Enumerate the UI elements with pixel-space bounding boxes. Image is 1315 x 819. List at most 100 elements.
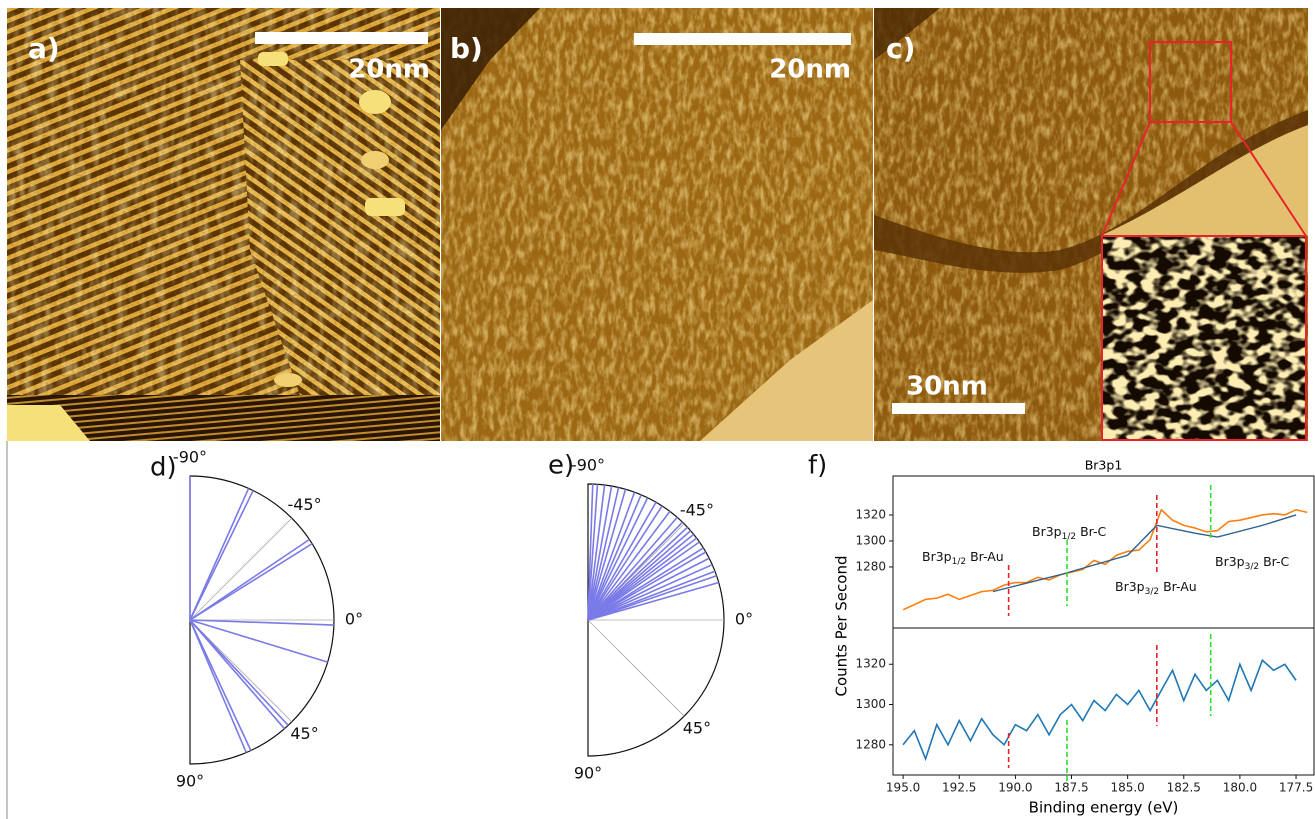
orientation-line: [587, 521, 684, 621]
label-part: Br-C: [1080, 524, 1106, 539]
scale-bar: [892, 403, 1025, 414]
orientation-line: [587, 497, 649, 621]
orientation-line: [189, 619, 334, 626]
peak-label: Br3p1/2 Br-Au: [922, 549, 1004, 567]
panel-label: a): [28, 32, 60, 65]
theta-tick-label: 0°: [735, 610, 753, 629]
y-axis-label: Counts Per Second: [833, 555, 851, 696]
orientation-line: [189, 543, 313, 621]
x-tick-label: 187.5: [1054, 781, 1088, 795]
orientation-line: [189, 490, 254, 621]
light-terrace: [700, 300, 873, 441]
orientation-line: [189, 619, 289, 726]
orientation-line: [587, 551, 707, 621]
label-subscript: 1/2: [952, 557, 966, 567]
theta-tick-label: -45°: [287, 495, 321, 514]
zoom-line: [1101, 121, 1151, 237]
peak-label: Br3p3/2 Br-Au: [1115, 579, 1197, 597]
y-tick-label: 1300: [855, 697, 886, 711]
orientation-line: [189, 619, 252, 751]
stm-image-b: b) 20nm: [441, 8, 873, 441]
scale-bar: [634, 33, 851, 45]
orientation-line: [587, 484, 606, 621]
x-tick-label: 192.5: [942, 781, 976, 795]
theta-tick-label: 45°: [290, 724, 318, 743]
label-part: Br3p: [1215, 554, 1245, 569]
orientation-line: [587, 489, 627, 621]
chart-title: Br3p1: [1085, 458, 1123, 473]
spectrum-line: [902, 658, 1297, 762]
grid-line: [189, 619, 293, 723]
orientation-line: [587, 563, 713, 621]
orientation-line: [587, 581, 719, 621]
panel-label: e): [548, 451, 574, 481]
peak-label: Br3p3/2 Br-C: [1215, 554, 1290, 572]
theta-tick-label: -90°: [173, 448, 207, 467]
theta-tick-label: 90°: [574, 764, 602, 783]
orientation-line: [587, 541, 700, 621]
orientation-line: [587, 557, 710, 621]
grid-line: [189, 517, 293, 621]
x-axis-label: Binding energy (eV): [1029, 799, 1179, 817]
y-tick-label: 1280: [855, 559, 886, 573]
y-tick-label: 1300: [855, 533, 886, 547]
theta-tick-label: -90°: [571, 456, 605, 475]
scale-label: 20nm: [769, 55, 851, 85]
orientation-line: [587, 510, 671, 621]
theta-tick-label: 45°: [683, 718, 711, 737]
x-tick-label: 180.0: [1223, 781, 1257, 795]
y-tick-label: 1320: [855, 507, 886, 521]
x-tick-label: 182.5: [1167, 781, 1201, 795]
orientation-line: [587, 494, 642, 621]
orientation-line: [587, 574, 717, 621]
panel-label: f): [808, 451, 827, 481]
island: [361, 151, 389, 169]
orientation-line: [189, 619, 286, 730]
label-part: Br-C: [1263, 554, 1289, 569]
orientation-line: [587, 485, 613, 621]
orientation-line: [587, 505, 663, 621]
scale-label: 20nm: [348, 55, 430, 85]
y-tick-label: 1280: [855, 737, 886, 751]
panel-label: c): [886, 32, 915, 65]
peak-label: Br3p1/2 Br-C: [1032, 524, 1107, 542]
stm-image-c: c) 30nm: [874, 8, 1308, 441]
theta-tick-label: 90°: [176, 772, 204, 791]
zoom-box: [1149, 41, 1232, 123]
label-part: Br3p: [1032, 524, 1062, 539]
panel-label: d): [150, 453, 177, 483]
orientation-line: [189, 538, 310, 621]
orientation-line: [189, 619, 248, 753]
light-terrace: [1100, 125, 1308, 236]
stm-image-a: a) 20nm: [7, 8, 440, 441]
orientation-line: [587, 491, 636, 621]
orientation-line: [587, 484, 599, 621]
island: [274, 373, 302, 387]
spectrum-line: [992, 514, 1297, 593]
x-tick-label: 195.0: [886, 781, 920, 795]
label-part: Br-Au: [1163, 579, 1197, 594]
panel-label: b): [450, 32, 483, 65]
label-part: Br3p: [922, 549, 952, 564]
label-part: Br3p: [1115, 579, 1145, 594]
grid-line: [587, 619, 685, 717]
x-tick-label: 185.0: [1110, 781, 1144, 795]
dark-terrace: [441, 8, 540, 130]
island: [7, 405, 90, 441]
orientation-line: [189, 488, 250, 621]
scale-label: 30nm: [906, 372, 988, 402]
label-subscript: 1/2: [1062, 532, 1076, 542]
orientation-line: [189, 619, 328, 663]
label-part: Br-Au: [970, 549, 1004, 564]
orientation-line: [587, 516, 678, 621]
inset-texture: [1102, 236, 1306, 440]
x-tick-label: 190.0: [998, 781, 1032, 795]
plot-frame: [892, 475, 1315, 629]
step-edge: [874, 110, 1308, 273]
dark-terrace: [874, 8, 940, 60]
island: [365, 198, 405, 216]
island: [359, 90, 391, 114]
theta-tick-label: -45°: [680, 501, 714, 520]
plot-frame: [892, 627, 1315, 776]
spectrum-line: [902, 508, 1308, 611]
